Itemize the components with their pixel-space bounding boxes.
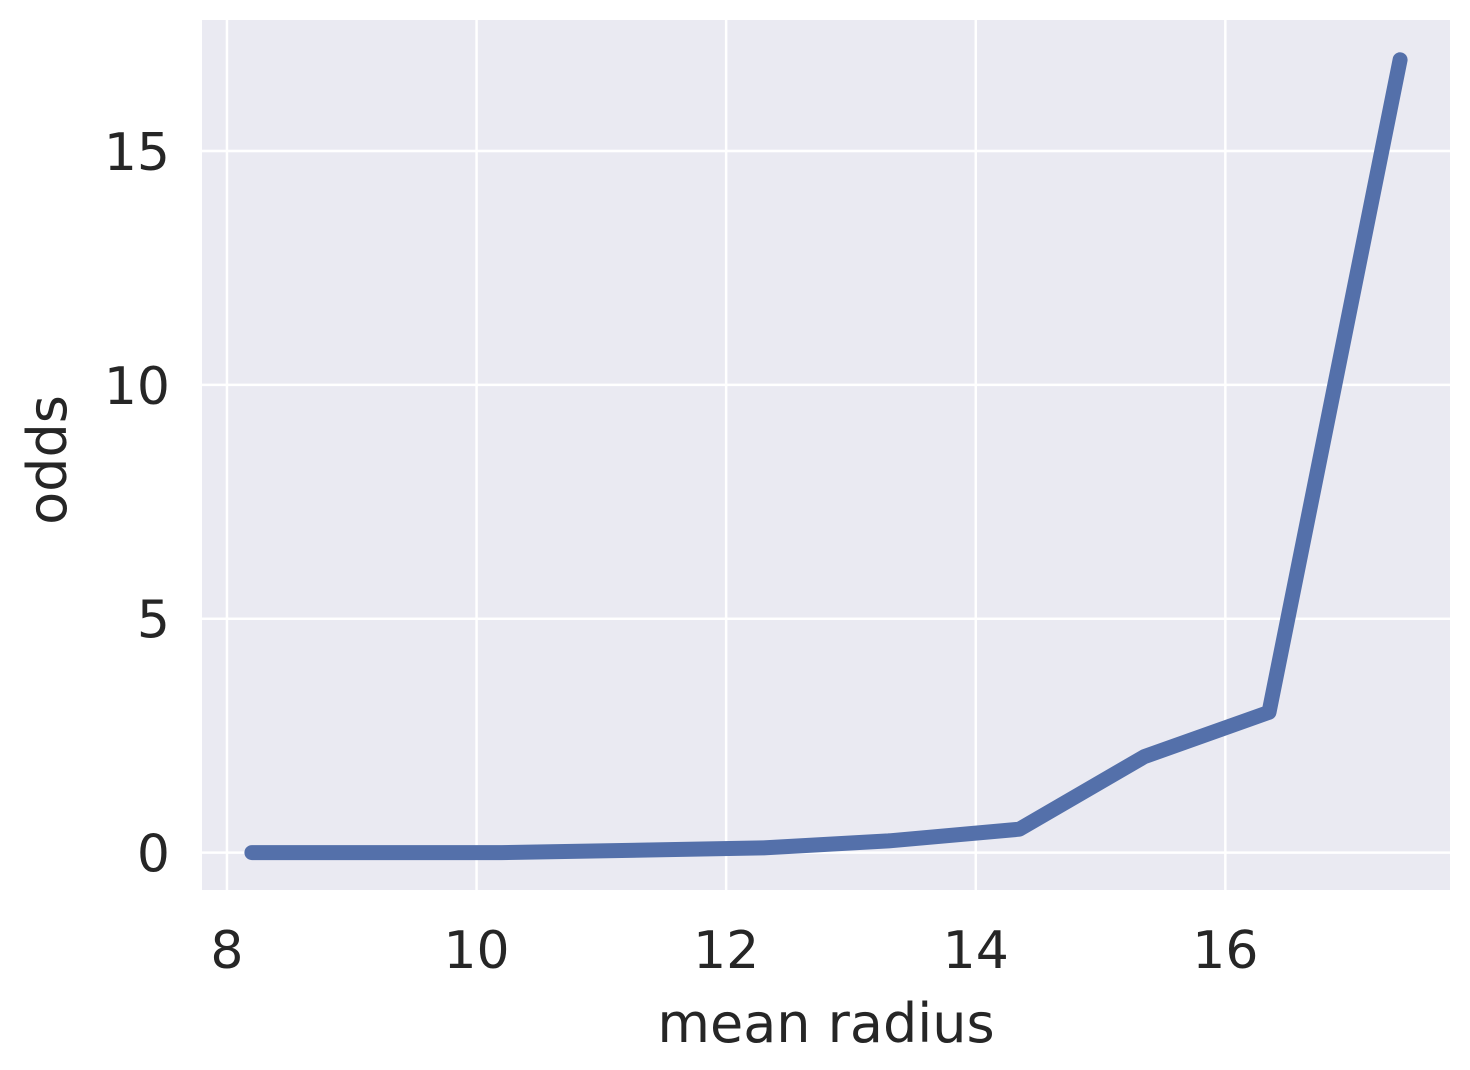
y-tick-label: 15 bbox=[104, 123, 170, 183]
y-tick-label: 5 bbox=[137, 591, 170, 651]
x-tick-label: 8 bbox=[210, 921, 243, 981]
x-axis-title: mean radius bbox=[657, 992, 994, 1055]
x-tick-labels: 8 10 12 14 16 bbox=[210, 921, 1258, 981]
plot-background bbox=[202, 20, 1450, 890]
x-tick-label: 10 bbox=[443, 921, 509, 981]
x-tick-label: 12 bbox=[693, 921, 759, 981]
y-tick-label: 10 bbox=[104, 357, 170, 417]
series-line-0 bbox=[244, 52, 1408, 861]
y-axis-title: odds bbox=[16, 395, 79, 525]
series-layer bbox=[244, 52, 1408, 861]
x-tick-label: 16 bbox=[1192, 921, 1258, 981]
x-tick-label: 14 bbox=[943, 921, 1009, 981]
gridlines bbox=[202, 20, 1450, 890]
y-tick-label: 0 bbox=[137, 825, 170, 885]
y-tick-labels: 0 5 10 15 bbox=[104, 123, 170, 885]
